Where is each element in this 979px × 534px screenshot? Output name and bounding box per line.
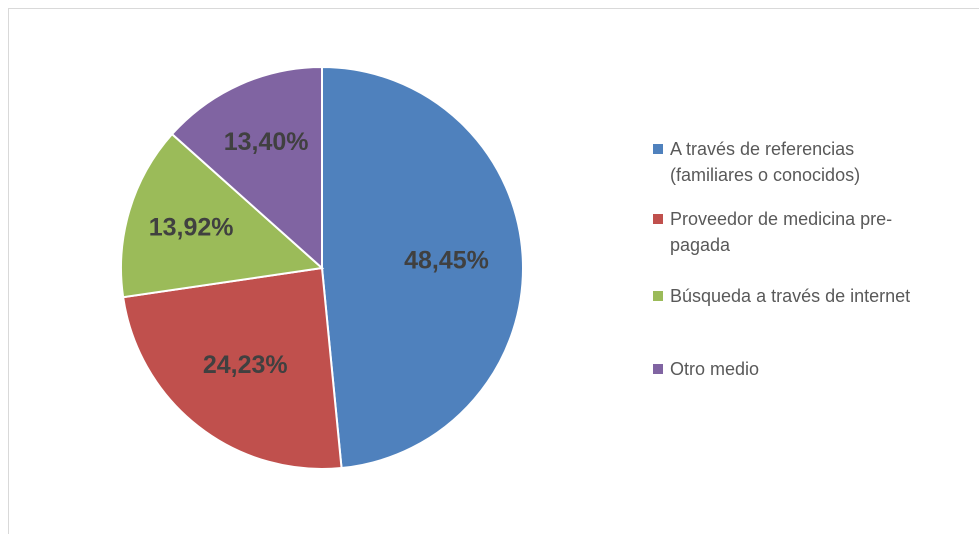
data-label: 13,40% (224, 128, 309, 156)
pie-slice (121, 266, 343, 470)
legend-label: Otro medio (670, 359, 760, 379)
legend-swatch (653, 214, 663, 224)
legend-item: Proveedor de medicina pre-pagada (653, 206, 953, 258)
legend-swatch (653, 291, 663, 301)
data-label: 48,45% (404, 247, 489, 275)
data-label: 13,92% (149, 213, 234, 241)
legend-swatch (653, 364, 663, 374)
chart-border (8, 8, 979, 534)
pie-slice (120, 132, 325, 299)
legend-label: Búsqueda a través de internet (670, 286, 911, 306)
pie-slice (321, 65, 524, 470)
legend-label: A través de referencias (familiares o co… (670, 139, 861, 185)
legend-item: Búsqueda a través de internet (653, 283, 953, 309)
legend-swatch (653, 144, 663, 154)
pie-slice (170, 65, 323, 271)
legend-item: Otro medio (653, 356, 953, 382)
data-label: 24,23% (203, 351, 288, 379)
legend-item: A través de referencias (familiares o co… (653, 136, 953, 188)
legend-label: Proveedor de medicina pre-pagada (670, 209, 893, 255)
